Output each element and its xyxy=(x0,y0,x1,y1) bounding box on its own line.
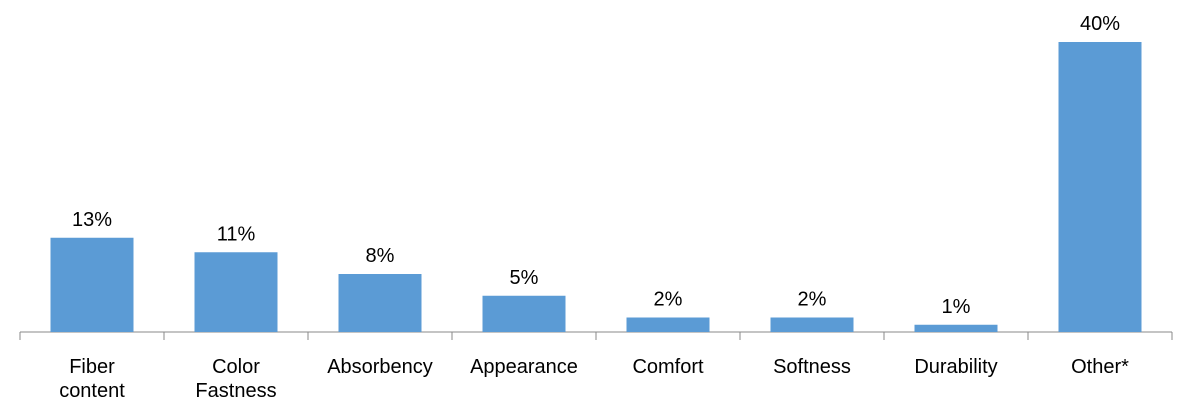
x-tick-label: Durability xyxy=(914,356,997,378)
bar xyxy=(482,295,566,332)
x-tick-label: Other* xyxy=(1071,356,1129,378)
x-tick-label: Absorbency xyxy=(327,356,433,378)
data-label: 5% xyxy=(510,267,539,289)
data-label: 2% xyxy=(654,289,683,311)
data-label: 11% xyxy=(217,223,256,245)
data-label: 40% xyxy=(1080,13,1120,35)
data-label: 2% xyxy=(798,289,827,311)
bar xyxy=(626,317,710,332)
bar xyxy=(770,317,854,332)
data-label: 13% xyxy=(72,209,112,231)
bar xyxy=(1058,42,1142,332)
bar xyxy=(338,274,422,332)
x-tick-label: Softness xyxy=(773,356,851,378)
bar xyxy=(914,324,998,332)
x-tick-label: Color Fastness xyxy=(195,356,276,402)
bar xyxy=(50,237,134,332)
x-tick-label: Fiber content xyxy=(59,356,125,402)
bar xyxy=(194,252,278,332)
data-label: 1% xyxy=(942,296,971,318)
data-label: 8% xyxy=(366,245,395,267)
x-tick-label: Appearance xyxy=(470,356,578,378)
x-tick-label: Comfort xyxy=(632,356,704,378)
